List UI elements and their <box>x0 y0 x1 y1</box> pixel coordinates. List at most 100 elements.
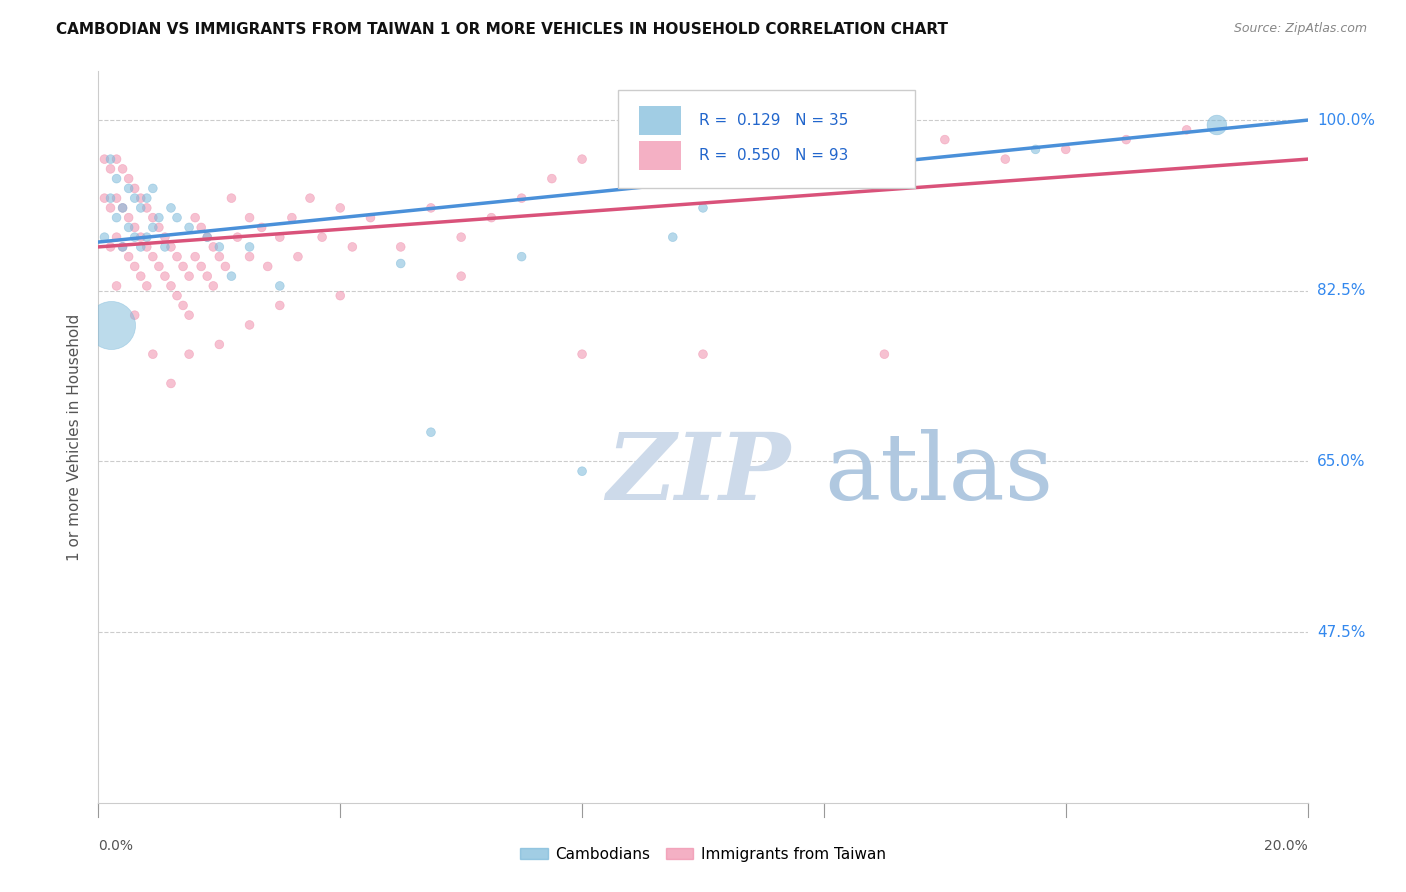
Point <box>208 337 231 351</box>
Text: 0.0%: 0.0% <box>98 839 134 854</box>
Point <box>142 250 165 264</box>
Point <box>93 152 115 166</box>
Point <box>190 220 212 235</box>
Point <box>135 279 157 293</box>
Point <box>111 240 134 254</box>
Point <box>813 123 835 137</box>
Point <box>250 220 273 235</box>
Point <box>118 250 141 264</box>
Point <box>1054 142 1077 156</box>
Point <box>239 318 262 332</box>
Point <box>1115 133 1137 147</box>
Point <box>100 318 122 332</box>
Point <box>195 269 218 284</box>
Point <box>105 152 128 166</box>
Text: R =  0.550   N = 93: R = 0.550 N = 93 <box>699 148 849 163</box>
Point <box>1206 118 1229 132</box>
Point <box>661 171 683 186</box>
Point <box>571 152 593 166</box>
Bar <box>638 106 682 135</box>
Bar <box>638 141 682 170</box>
Text: CAMBODIAN VS IMMIGRANTS FROM TAIWAN 1 OR MORE VEHICLES IN HOUSEHOLD CORRELATION : CAMBODIAN VS IMMIGRANTS FROM TAIWAN 1 OR… <box>56 22 948 37</box>
Point <box>329 288 352 302</box>
Point <box>166 250 188 264</box>
Point <box>172 298 194 312</box>
Point <box>450 230 472 244</box>
Point <box>420 425 443 440</box>
Text: 65.0%: 65.0% <box>1317 454 1365 469</box>
Point <box>389 240 412 254</box>
Point <box>124 260 146 274</box>
Point <box>783 133 806 147</box>
Point <box>269 230 291 244</box>
Point <box>994 152 1017 166</box>
Point <box>752 152 775 166</box>
Point <box>153 269 176 284</box>
Text: ZIP: ZIP <box>606 429 790 518</box>
Point <box>190 260 212 274</box>
Point <box>160 201 183 215</box>
Point <box>153 240 176 254</box>
Point <box>129 201 152 215</box>
Point <box>1175 123 1198 137</box>
Point <box>256 260 278 274</box>
Point <box>389 256 412 270</box>
Point <box>239 250 262 264</box>
Point <box>208 240 231 254</box>
Point <box>571 464 593 478</box>
Point <box>105 191 128 205</box>
Point <box>129 240 152 254</box>
Point <box>129 191 152 205</box>
Point <box>873 142 896 156</box>
Point <box>100 240 122 254</box>
Point <box>329 201 352 215</box>
Point <box>226 230 249 244</box>
Point <box>124 191 146 205</box>
Point <box>184 250 207 264</box>
Point <box>148 260 170 274</box>
Point <box>124 230 146 244</box>
Point <box>510 250 533 264</box>
Point <box>631 142 654 156</box>
Text: 82.5%: 82.5% <box>1317 284 1365 298</box>
Point <box>692 347 714 361</box>
Point <box>239 211 262 225</box>
Point <box>153 230 176 244</box>
Point <box>202 279 225 293</box>
Point <box>661 230 683 244</box>
Point <box>179 220 201 235</box>
Point <box>148 220 170 235</box>
Point <box>172 260 194 274</box>
Point <box>287 250 309 264</box>
Point <box>142 347 165 361</box>
Point <box>118 181 141 195</box>
Point <box>450 269 472 284</box>
Point <box>148 211 170 225</box>
Point <box>100 191 122 205</box>
Point <box>360 211 382 225</box>
Point <box>105 171 128 186</box>
Point <box>202 240 225 254</box>
Point <box>873 347 896 361</box>
Point <box>214 260 236 274</box>
Point <box>510 191 533 205</box>
Point <box>111 201 134 215</box>
Point <box>281 211 304 225</box>
Point <box>124 308 146 322</box>
Point <box>179 347 201 361</box>
Point <box>571 347 593 361</box>
Point <box>692 201 714 215</box>
Point <box>93 230 115 244</box>
Text: Source: ZipAtlas.com: Source: ZipAtlas.com <box>1233 22 1367 36</box>
Y-axis label: 1 or more Vehicles in Household: 1 or more Vehicles in Household <box>67 313 83 561</box>
Point <box>135 191 157 205</box>
Point <box>342 240 364 254</box>
Point <box>221 269 243 284</box>
Point <box>124 220 146 235</box>
Point <box>100 201 122 215</box>
Point <box>692 161 714 176</box>
Point <box>105 211 128 225</box>
Point <box>111 201 134 215</box>
Point <box>100 152 122 166</box>
Point <box>311 230 333 244</box>
